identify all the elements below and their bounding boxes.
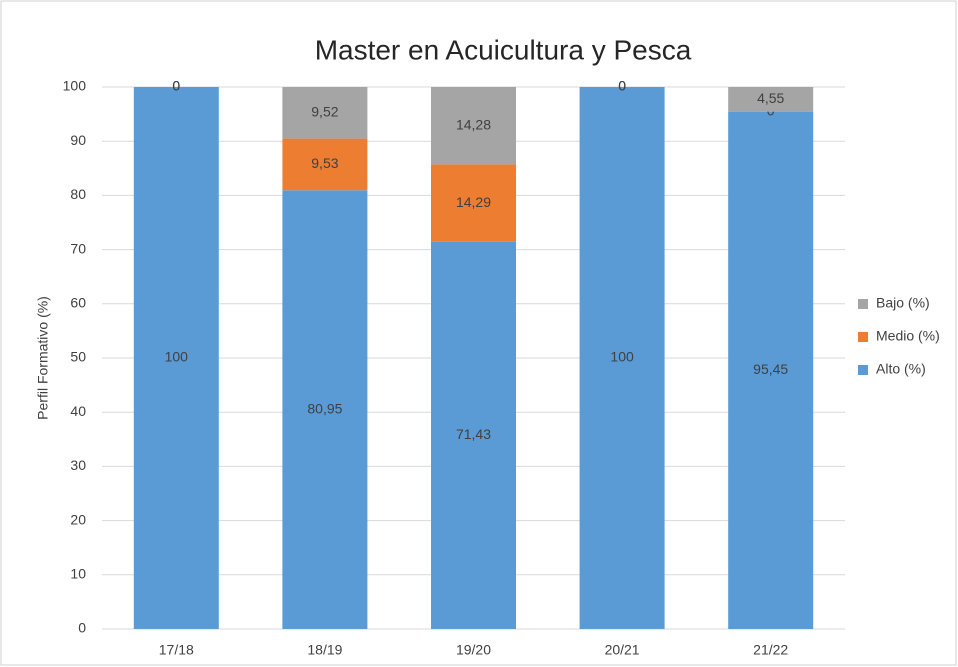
bar-segment: [133, 87, 219, 629]
data-label: 14,28: [456, 116, 491, 132]
data-label: 100: [165, 349, 189, 365]
x-tick-label: 18/19: [307, 642, 342, 658]
legend-label: Bajo (%): [876, 295, 930, 311]
legend-swatch: [858, 299, 868, 309]
bar-segment: [431, 241, 516, 629]
x-tick-label: 21/22: [753, 642, 788, 658]
x-tick-label: 20/21: [605, 642, 640, 658]
bar-segment: [282, 138, 368, 191]
data-label: 9,52: [311, 104, 338, 120]
legend-swatch: [858, 332, 868, 342]
bar-segment: [728, 111, 814, 629]
data-label: 4,55: [757, 90, 784, 106]
y-tick-label: 10: [70, 566, 86, 582]
legend-label: Medio (%): [876, 328, 940, 344]
y-tick-label: 40: [70, 403, 86, 419]
y-tick-label: 100: [63, 78, 87, 94]
data-label: 95,45: [753, 361, 788, 377]
y-tick-label: 70: [70, 240, 86, 256]
y-tick-label: 50: [70, 349, 86, 365]
data-label: 0: [618, 78, 626, 94]
data-label: 9,53: [311, 155, 338, 171]
y-tick-label: 20: [70, 511, 86, 527]
data-label: 0: [172, 78, 180, 94]
bar-segment: [431, 87, 516, 165]
data-label: 0: [618, 78, 626, 94]
data-label: 80,95: [307, 400, 342, 416]
bar-segment: [728, 87, 814, 112]
bar-segment: [431, 164, 516, 242]
bar-segment: [579, 87, 665, 629]
data-label: 14,29: [456, 194, 491, 210]
legend-swatch: [858, 365, 868, 375]
bar-segment: [282, 190, 368, 629]
y-axis-label: Perfil Formativo (%): [35, 296, 51, 420]
y-tick-label: 60: [70, 295, 86, 311]
y-tick-label: 0: [78, 620, 86, 636]
y-tick-label: 30: [70, 457, 86, 473]
data-label: 71,43: [456, 426, 491, 442]
data-label: 0: [172, 78, 180, 94]
y-tick-label: 80: [70, 186, 86, 202]
bar-segment: [282, 87, 368, 139]
x-tick-label: 17/18: [159, 642, 194, 658]
legend-label: Alto (%): [876, 361, 926, 377]
x-tick-label: 19/20: [456, 642, 491, 658]
y-tick-label: 90: [70, 132, 86, 148]
chart-title: Master en Acuicultura y Pesca: [315, 34, 692, 65]
data-label: 100: [610, 349, 634, 365]
